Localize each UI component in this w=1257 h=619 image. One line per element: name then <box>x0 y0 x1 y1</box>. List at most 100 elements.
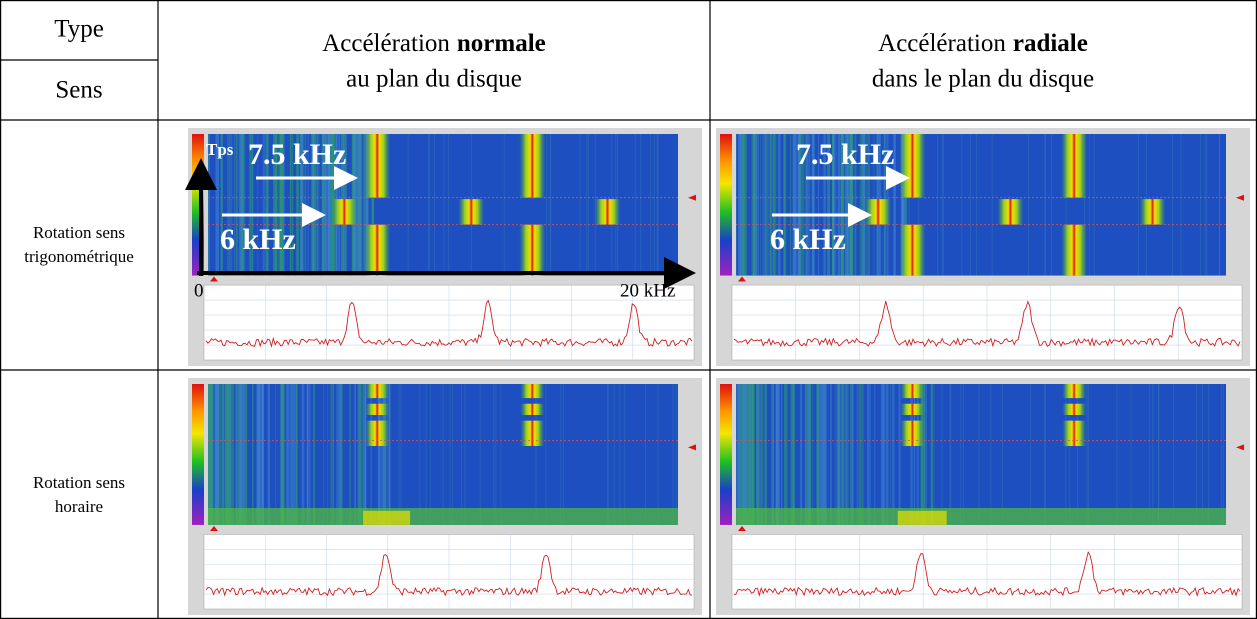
noise <box>874 384 876 525</box>
noise <box>287 384 290 525</box>
low-band <box>897 510 947 525</box>
noise <box>921 384 925 525</box>
cursor <box>1236 194 1244 201</box>
noise <box>230 384 234 525</box>
row-label: Rotation sens <box>33 473 125 492</box>
noise <box>262 134 265 276</box>
band <box>1062 384 1087 399</box>
noise <box>220 134 223 276</box>
noise <box>210 384 212 525</box>
noise <box>1093 134 1095 276</box>
noise <box>272 134 276 276</box>
noise <box>751 134 754 276</box>
noise <box>751 384 754 525</box>
noise <box>783 134 786 276</box>
noise <box>259 384 261 525</box>
band <box>519 224 546 276</box>
noise <box>1030 384 1032 525</box>
noise <box>752 134 756 276</box>
noise <box>893 134 896 276</box>
spectrum-line <box>733 300 1241 348</box>
noise <box>358 384 361 525</box>
noise <box>771 384 773 525</box>
noise <box>252 384 254 525</box>
noise <box>962 384 964 525</box>
spectrum-line <box>733 551 1241 598</box>
band <box>364 224 391 276</box>
noise <box>221 134 223 276</box>
noise <box>257 134 259 276</box>
noise <box>232 384 235 525</box>
noise <box>930 384 933 525</box>
noise <box>775 384 777 525</box>
spectrum-line <box>205 554 693 597</box>
noise <box>805 134 808 276</box>
noise <box>562 384 564 525</box>
band <box>520 384 545 399</box>
noise <box>1050 134 1052 276</box>
noise <box>1087 384 1089 525</box>
noise <box>389 384 391 525</box>
noise <box>761 384 764 525</box>
noise <box>449 384 451 525</box>
noise <box>282 384 285 525</box>
column-title: Accélération radiale <box>878 30 1088 57</box>
noise <box>327 134 329 276</box>
noise <box>672 384 674 525</box>
noise <box>281 384 284 525</box>
noise <box>949 384 951 525</box>
noise <box>425 384 427 525</box>
noise <box>746 384 749 525</box>
noise <box>764 384 767 525</box>
noise <box>889 384 891 525</box>
noise <box>749 384 753 525</box>
noise <box>842 384 844 525</box>
column-subtitle: dans le plan du disque <box>872 66 1094 93</box>
noise <box>891 384 895 525</box>
annotations: Tps 7.5 kHz 6 kHz 0 20 kHz 7.5 kHz 6 kHz <box>185 138 910 301</box>
spectrogram-panel <box>188 378 702 615</box>
noise <box>500 384 502 525</box>
spectrum-line <box>205 299 693 348</box>
noise <box>442 384 444 525</box>
noise <box>448 134 450 276</box>
noise <box>208 384 210 525</box>
noise <box>811 134 815 276</box>
noise <box>784 384 786 525</box>
noise <box>242 384 245 525</box>
noise <box>495 384 497 525</box>
noise <box>656 134 658 276</box>
noise <box>332 384 334 525</box>
noise <box>443 134 445 276</box>
noise <box>323 384 325 525</box>
noise <box>251 134 254 276</box>
band <box>365 420 390 447</box>
noise <box>784 384 788 525</box>
noise <box>740 384 744 525</box>
noise <box>371 134 374 276</box>
noise <box>434 134 436 276</box>
noise <box>313 384 315 525</box>
noise <box>834 384 836 525</box>
noise <box>837 134 840 276</box>
noise <box>428 134 430 276</box>
noise <box>212 384 214 525</box>
noise <box>427 134 429 276</box>
noise <box>381 384 385 525</box>
noise <box>742 384 746 525</box>
noise <box>1222 384 1224 525</box>
noise <box>1206 134 1208 276</box>
noise <box>228 134 230 276</box>
noise <box>398 384 400 525</box>
noise <box>826 384 828 525</box>
noise <box>221 384 224 525</box>
noise <box>744 134 747 276</box>
noise <box>1065 384 1067 525</box>
noise <box>816 384 819 525</box>
noise <box>816 384 820 525</box>
noise <box>295 384 298 525</box>
noise <box>327 384 329 525</box>
noise <box>736 134 738 276</box>
noise <box>737 384 739 525</box>
noise <box>366 134 369 276</box>
